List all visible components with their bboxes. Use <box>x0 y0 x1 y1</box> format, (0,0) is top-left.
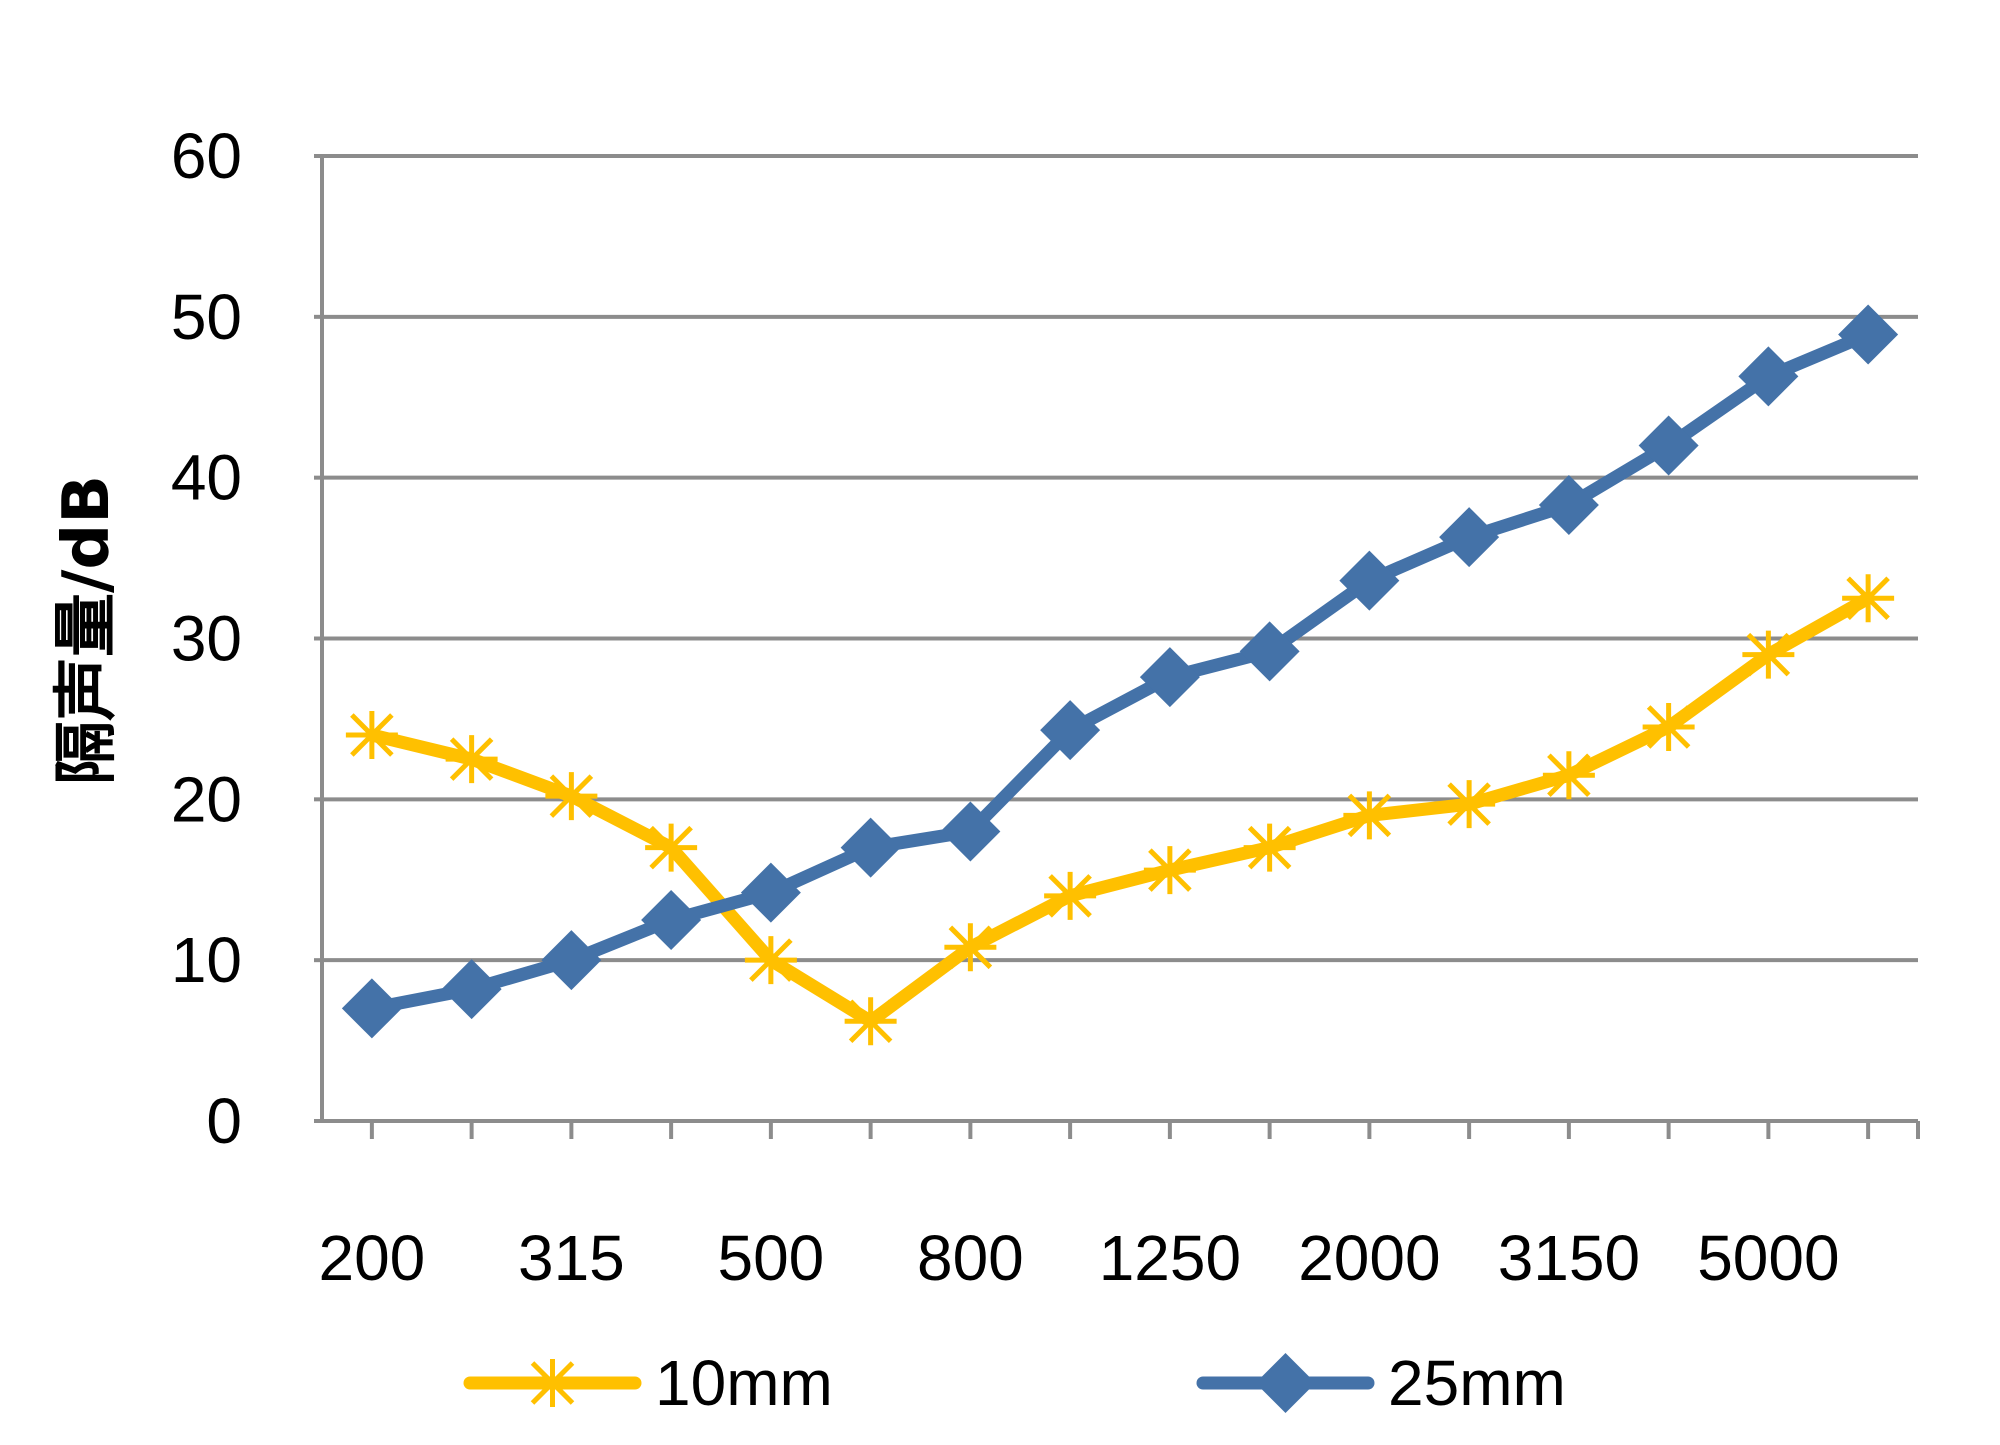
point-25mm-1600 <box>1239 621 1300 682</box>
point-25mm-6300 <box>1838 304 1899 365</box>
series-25mm <box>341 304 1899 1039</box>
point-10mm-315 <box>545 772 598 821</box>
y-tick-label-50: 50 <box>171 281 242 353</box>
point-25mm-1000 <box>1040 700 1101 761</box>
series-group <box>341 304 1899 1046</box>
point-25mm-2500 <box>1439 507 1500 568</box>
series-line-25mm <box>365 328 1875 1015</box>
x-tick-label-800: 800 <box>917 1222 1024 1294</box>
point-25mm-500 <box>740 862 801 923</box>
point-25mm-800 <box>940 801 1001 862</box>
point-10mm-3150 <box>1542 751 1595 800</box>
legend-marker-25mm <box>1255 1353 1316 1413</box>
legend-label-10mm: 10mm <box>655 1347 833 1419</box>
x-tick-label-3150: 3150 <box>1498 1222 1640 1294</box>
point-10mm-200 <box>345 711 398 759</box>
point-25mm-630 <box>840 817 901 878</box>
legend-label-25mm: 25mm <box>1388 1347 1566 1419</box>
point-10mm-400 <box>645 823 698 872</box>
point-25mm-250 <box>441 959 502 1020</box>
legend: 10mm 25mm <box>463 1347 1566 1419</box>
point-10mm-800 <box>944 923 997 972</box>
point-10mm-1000 <box>1044 871 1097 920</box>
x-tick-label-2000: 2000 <box>1298 1222 1440 1294</box>
axes <box>314 154 1920 1139</box>
point-10mm-1250 <box>1143 846 1196 895</box>
y-tick-label-0: 0 <box>206 1085 242 1157</box>
point-10mm-4000 <box>1642 702 1695 751</box>
point-25mm-5000 <box>1738 346 1799 407</box>
point-10mm-630 <box>844 997 897 1046</box>
y-tick-label-40: 40 <box>171 442 242 514</box>
point-25mm-200 <box>341 978 402 1039</box>
series-10mm <box>345 574 1895 1046</box>
point-25mm-4000 <box>1638 415 1699 476</box>
series-line-10mm <box>365 591 1875 1028</box>
x-tick-label-1250: 1250 <box>1099 1222 1241 1294</box>
x-tick-label-315: 315 <box>518 1222 625 1294</box>
y-axis-label: 隔声量/dB <box>50 475 124 785</box>
point-10mm-6300 <box>1842 574 1895 623</box>
tick-labels: 0 10 20 30 40 50 60 200 315 500 800 1250 2000 3150 500… <box>171 120 1840 1294</box>
y-tick-label-60: 60 <box>171 120 242 192</box>
legend-marker-10mm <box>526 1359 579 1407</box>
point-10mm-1600 <box>1243 823 1296 872</box>
point-25mm-400 <box>641 889 702 950</box>
y-tick-label-20: 20 <box>171 763 242 835</box>
point-10mm-2000 <box>1343 791 1396 840</box>
gridlines <box>322 154 1918 963</box>
point-25mm-3150 <box>1538 475 1599 536</box>
point-10mm-500 <box>744 936 797 985</box>
point-10mm-250 <box>445 735 498 784</box>
point-10mm-5000 <box>1742 630 1795 679</box>
point-25mm-1250 <box>1139 647 1200 708</box>
point-25mm-2000 <box>1339 550 1400 611</box>
legend-item-10mm: 10mm <box>463 1347 833 1419</box>
y-tick-label-10: 10 <box>171 924 242 996</box>
x-tick-label-500: 500 <box>717 1222 824 1294</box>
legend-item-25mm: 25mm <box>1196 1347 1566 1419</box>
point-10mm-2500 <box>1443 780 1496 829</box>
point-25mm-315 <box>541 930 602 991</box>
y-tick-label-30: 30 <box>171 603 242 675</box>
x-tick-label-5000: 5000 <box>1697 1222 1839 1294</box>
x-tick-label-200: 200 <box>318 1222 425 1294</box>
